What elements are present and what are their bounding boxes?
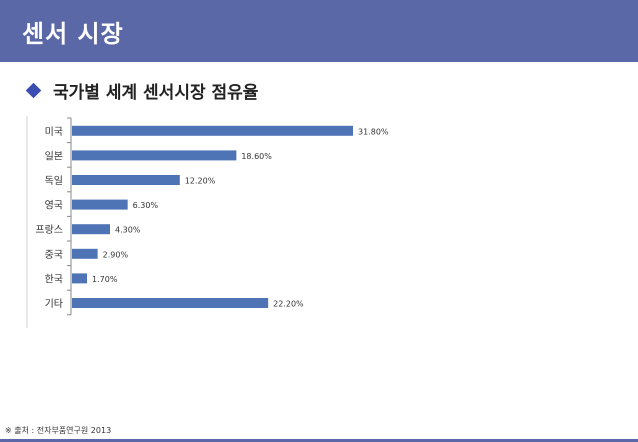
data-label: 12.20%	[185, 177, 216, 186]
bar	[72, 224, 110, 235]
bar	[72, 199, 128, 210]
slide-title: 센서 시장	[22, 20, 124, 48]
subheading: 국가별 세계 센서시장 점유율	[24, 78, 259, 103]
category-label: 일본	[45, 150, 63, 162]
category-label: 미국	[45, 126, 63, 138]
category-label: 한국	[45, 273, 63, 285]
bar	[72, 125, 353, 136]
subheading-text: 국가별 세계 센서시장 점유율	[53, 82, 259, 103]
data-label: 4.30%	[115, 226, 141, 235]
data-label: 18.60%	[241, 152, 272, 161]
data-label: 2.90%	[103, 250, 129, 259]
bar	[72, 150, 237, 161]
category-label: 영국	[45, 200, 63, 212]
data-label: 1.70%	[92, 275, 118, 284]
data-label: 22.20%	[273, 300, 304, 309]
bottom-divider	[0, 439, 638, 442]
bar	[72, 248, 98, 259]
data-label: 6.30%	[133, 201, 159, 210]
data-label: 31.80%	[358, 127, 389, 136]
bar	[72, 273, 88, 284]
category-label: 중국	[45, 249, 63, 261]
source-note: ※ 출처 : 전자부품연구원 2013	[5, 426, 112, 435]
bar	[72, 298, 269, 308]
category-label: 독일	[45, 175, 63, 187]
category-label: 기타	[45, 298, 63, 310]
bar	[72, 175, 180, 185]
category-label: 프랑스	[35, 224, 63, 236]
title-bar: 센서 시장	[0, 0, 638, 62]
